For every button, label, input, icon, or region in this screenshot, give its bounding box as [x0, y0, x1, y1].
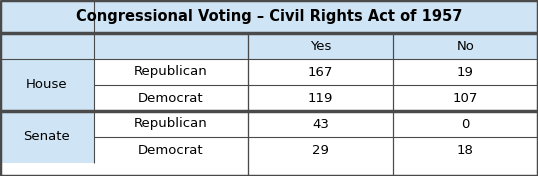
Bar [0, 59, 94, 111]
Bar [0, 0, 538, 33]
Bar [393, 59, 538, 85]
Text: 43: 43 [312, 118, 329, 130]
Text: 0: 0 [461, 118, 470, 130]
Bar [393, 85, 538, 111]
Bar [248, 33, 393, 59]
Text: Republican: Republican [134, 118, 208, 130]
Bar [94, 59, 248, 85]
Text: 107: 107 [453, 92, 478, 105]
Bar [248, 59, 393, 85]
Bar [0, 111, 94, 163]
Bar [94, 33, 248, 59]
Bar [248, 111, 393, 137]
Bar [248, 137, 393, 163]
Text: Republican: Republican [134, 65, 208, 78]
Bar [94, 111, 248, 137]
Bar [94, 137, 248, 163]
Text: Democrat: Democrat [138, 143, 204, 156]
Text: Senate: Senate [24, 130, 70, 143]
Text: 119: 119 [308, 92, 333, 105]
Text: Yes: Yes [310, 39, 331, 52]
Bar [393, 33, 538, 59]
Text: 19: 19 [457, 65, 474, 78]
Text: 167: 167 [308, 65, 333, 78]
Text: 18: 18 [457, 143, 474, 156]
Bar [0, 33, 94, 59]
Text: Democrat: Democrat [138, 92, 204, 105]
Bar [94, 85, 248, 111]
Text: 29: 29 [312, 143, 329, 156]
Bar [393, 111, 538, 137]
Text: House: House [26, 78, 68, 92]
Bar [393, 137, 538, 163]
Bar [248, 85, 393, 111]
Text: No: No [457, 39, 475, 52]
Text: Congressional Voting – Civil Rights Act of 1957: Congressional Voting – Civil Rights Act … [76, 9, 462, 24]
